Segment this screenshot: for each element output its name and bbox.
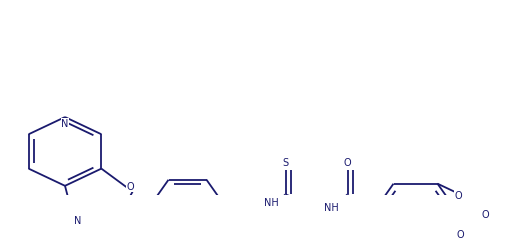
- Text: O: O: [457, 230, 464, 238]
- Text: N: N: [74, 216, 82, 226]
- Text: O: O: [482, 210, 489, 220]
- Text: O: O: [455, 191, 462, 201]
- Text: NH: NH: [324, 203, 338, 213]
- Text: O: O: [127, 182, 134, 192]
- Text: N: N: [61, 119, 69, 129]
- Text: S: S: [282, 158, 288, 168]
- Text: NH: NH: [264, 198, 278, 208]
- Text: O: O: [344, 158, 351, 168]
